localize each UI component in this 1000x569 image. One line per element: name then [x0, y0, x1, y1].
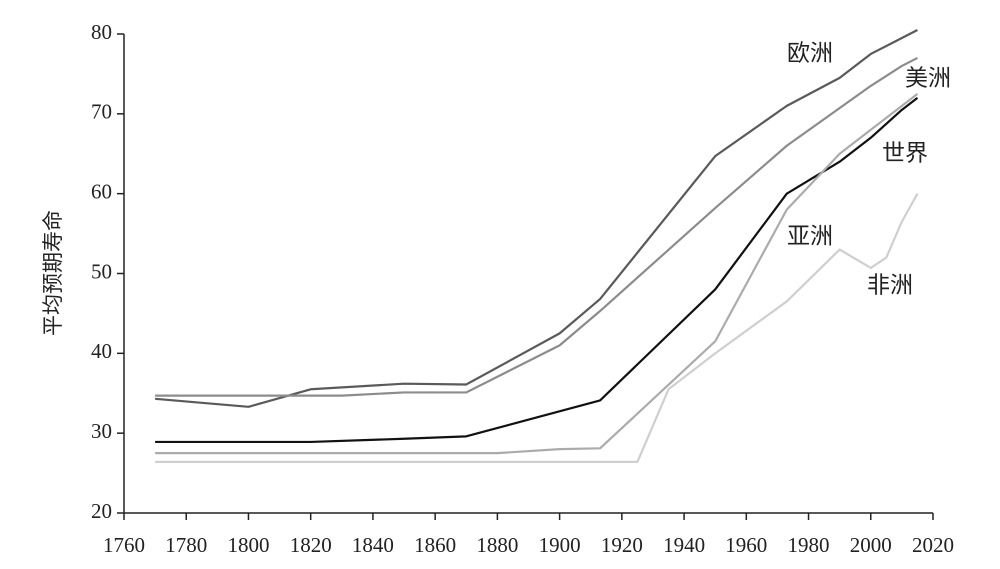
x-tick-label: 2020	[912, 533, 954, 557]
x-tick-label: 1960	[725, 533, 767, 557]
x-tick-label: 1860	[414, 533, 456, 557]
y-tick-label: 40	[91, 339, 112, 363]
x-tick-label: 1820	[290, 533, 332, 557]
x-tick-label: 1940	[663, 533, 705, 557]
y-tick-label: 60	[91, 179, 112, 203]
series-line	[155, 93, 919, 455]
x-tick-label: 2000	[850, 533, 892, 557]
series-label: 世界	[882, 140, 928, 165]
x-tick-label: 1900	[539, 533, 581, 557]
x-tick-label: 1780	[165, 533, 207, 557]
series-label: 美洲	[905, 65, 951, 90]
x-tick-label: 1920	[601, 533, 643, 557]
series-line	[155, 96, 919, 444]
series-line	[155, 56, 918, 397]
y-axis-label: 平均预期寿命	[41, 210, 65, 336]
x-tick-label: 1800	[227, 533, 269, 557]
y-tick-label: 70	[91, 100, 112, 124]
x-tick-label: 1980	[788, 533, 830, 557]
y-tick-label: 80	[91, 20, 112, 44]
series-line	[155, 193, 919, 464]
series-label: 欧洲	[787, 40, 833, 65]
y-tick-label: 50	[91, 259, 112, 283]
y-tick-label: 30	[91, 419, 112, 443]
x-tick-label: 1880	[476, 533, 518, 557]
x-tick-label: 1840	[352, 533, 394, 557]
series-label: 亚洲	[787, 223, 833, 248]
x-tick-label: 1760	[103, 533, 145, 557]
series-label: 非洲	[867, 272, 913, 297]
series-line	[155, 29, 918, 408]
y-tick-label: 20	[91, 499, 112, 523]
